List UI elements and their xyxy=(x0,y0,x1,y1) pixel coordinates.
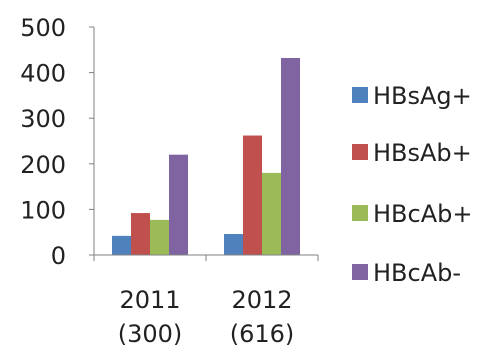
y-tick-label: 500 xyxy=(20,14,66,42)
legend: HBsAg+ HBsAb+ HBcAb+ HBcAb- xyxy=(352,82,472,287)
legend-label: HBsAg+ xyxy=(373,82,472,110)
legend-label: HBcAb+ xyxy=(373,200,472,228)
bar xyxy=(262,172,281,255)
bar xyxy=(224,234,243,255)
y-axis: 0 100 200 300 400 500 xyxy=(20,14,95,270)
y-tick-label: 300 xyxy=(20,105,66,133)
y-tick-label: 400 xyxy=(20,60,66,88)
x-axis: 2011 (300) 2012 (616) xyxy=(93,254,319,348)
bar xyxy=(243,135,262,255)
bars xyxy=(112,58,300,256)
bar xyxy=(112,235,131,255)
legend-label: HBcAb- xyxy=(373,259,461,287)
bar xyxy=(281,58,300,256)
legend-swatch xyxy=(352,205,368,221)
x-category-label: 2011 xyxy=(119,286,180,314)
legend-label: HBsAb+ xyxy=(373,139,472,167)
x-category-label: 2012 xyxy=(231,286,292,314)
bar xyxy=(169,154,188,255)
legend-swatch xyxy=(352,144,368,160)
y-tick-label: 200 xyxy=(20,151,66,179)
y-tick-label: 0 xyxy=(51,242,66,270)
legend-swatch xyxy=(352,264,368,280)
legend-swatch xyxy=(352,87,368,103)
bar xyxy=(150,219,169,255)
x-category-sublabel: (616) xyxy=(230,320,295,348)
bar xyxy=(131,213,150,255)
x-category-sublabel: (300) xyxy=(118,320,183,348)
y-tick-label: 100 xyxy=(20,196,66,224)
